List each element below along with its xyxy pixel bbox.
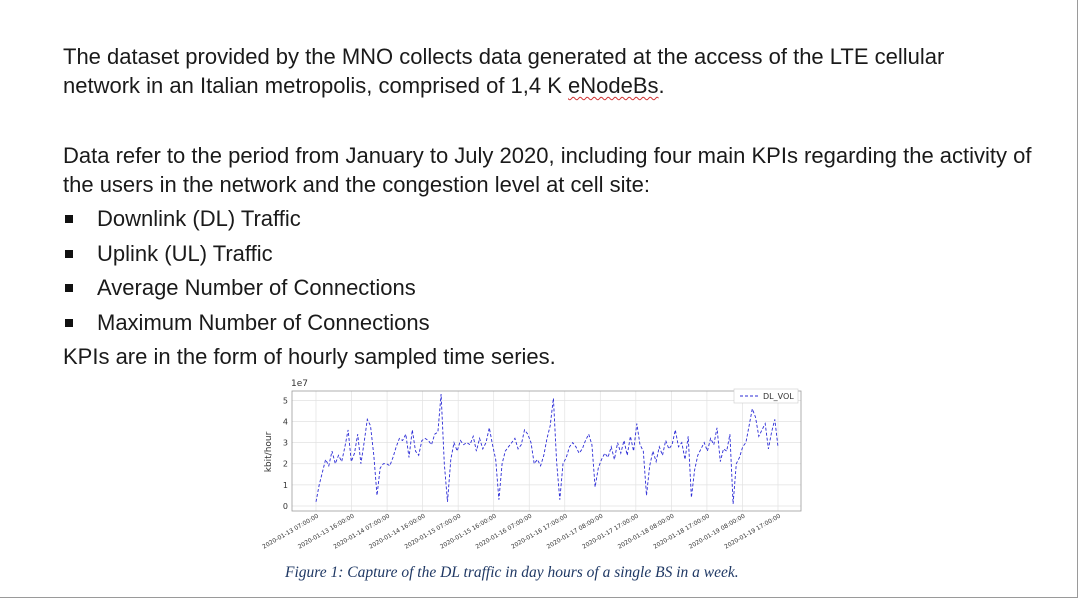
y-scale-multiplier: 1e7 — [291, 379, 308, 389]
y-tick-label: 2 — [283, 460, 288, 469]
legend-label: DL_VOL — [763, 392, 794, 401]
y-tick-label: 4 — [283, 417, 288, 426]
y-tick-label: 3 — [283, 439, 288, 448]
y-axis: 0 1 2 3 4 5 — [283, 396, 288, 511]
series-line-dl-vol — [316, 394, 778, 504]
y-axis-label: kbit/hour — [264, 431, 274, 472]
y-tick-label: 5 — [283, 396, 288, 405]
y-tick-label: 1 — [283, 481, 288, 490]
y-tick-label: 0 — [283, 502, 288, 511]
figure-caption: Figure 1: Capture of the DL traffic in d… — [285, 564, 739, 582]
chart-grid — [292, 391, 801, 511]
x-tick-label: 2020-01-13 07:00:00 — [261, 513, 320, 551]
chart-legend: DL_VOL — [734, 389, 798, 403]
plot-area — [292, 391, 801, 511]
